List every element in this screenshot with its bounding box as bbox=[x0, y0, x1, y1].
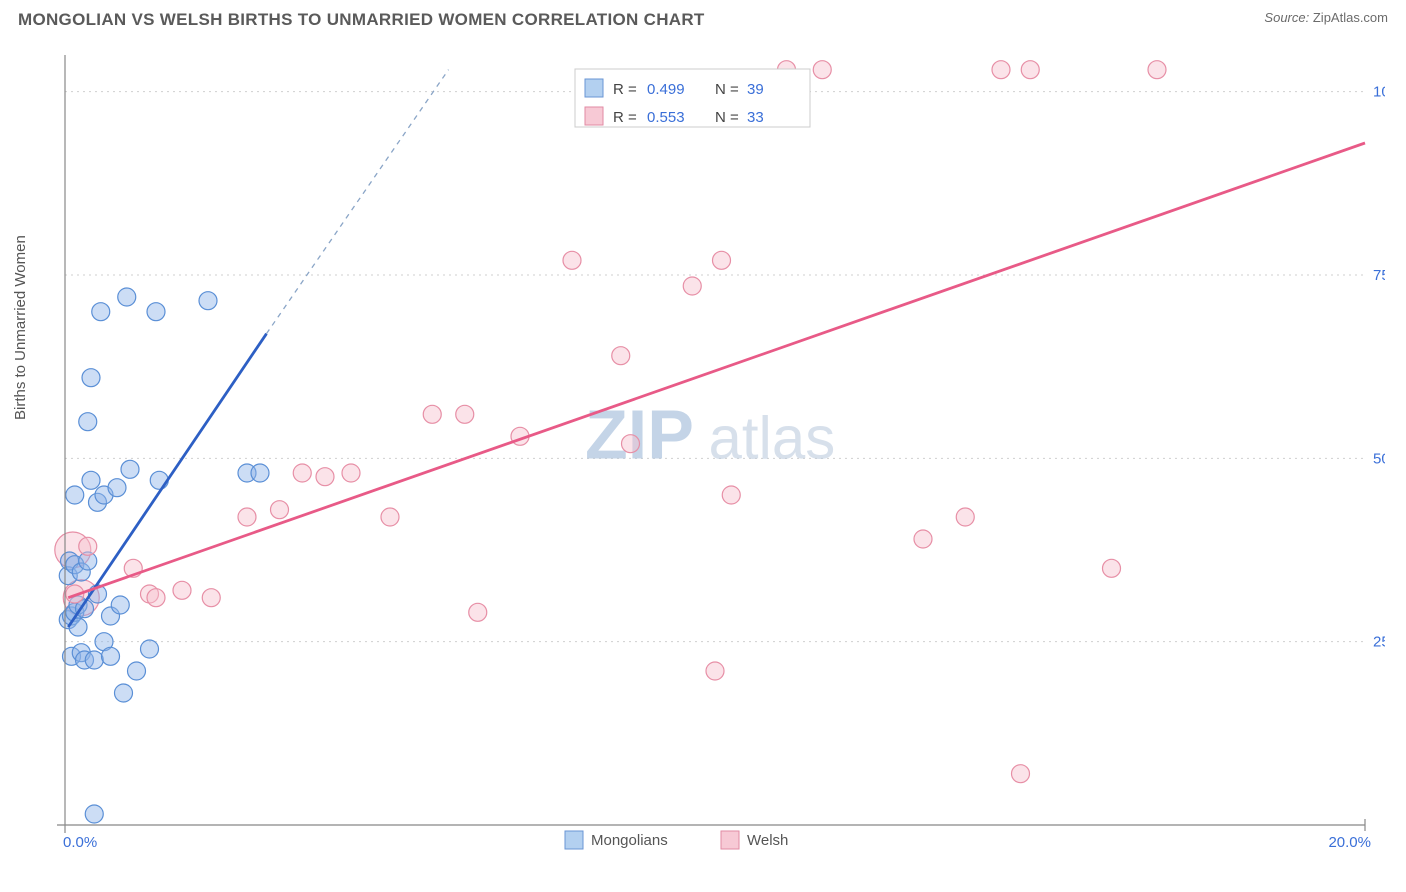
stats-swatch bbox=[585, 107, 603, 125]
stats-n-label: N = bbox=[715, 81, 739, 98]
x-tick-label: 20.0% bbox=[1328, 834, 1371, 851]
data-point-mongolian bbox=[66, 486, 84, 504]
data-point-welsh bbox=[1103, 559, 1121, 577]
source-value: ZipAtlas.com bbox=[1313, 10, 1388, 25]
data-point-welsh bbox=[271, 501, 289, 519]
data-point-welsh bbox=[622, 435, 640, 453]
source-label: Source: bbox=[1264, 10, 1309, 25]
data-point-welsh bbox=[381, 508, 399, 526]
data-point-welsh bbox=[79, 537, 97, 555]
data-point-welsh bbox=[914, 530, 932, 548]
data-point-mongolian bbox=[79, 413, 97, 431]
data-point-mongolian bbox=[115, 684, 133, 702]
data-point-mongolian bbox=[251, 464, 269, 482]
stats-r-label: R = bbox=[613, 109, 637, 126]
legend-swatch bbox=[721, 831, 739, 849]
stats-n-value: 33 bbox=[747, 109, 764, 126]
watermark-atlas: atlas bbox=[709, 404, 836, 471]
data-point-welsh bbox=[202, 589, 220, 607]
scatter-svg: 25.0% 50.0% 75.0% 100.0% ZIPatlas 0.0% 20.0% R … bbox=[45, 45, 1385, 875]
data-point-welsh bbox=[706, 662, 724, 680]
data-point-welsh bbox=[456, 405, 474, 423]
data-point-mongolian bbox=[118, 288, 136, 306]
chart-area: 25.0%50.0%75.0%100.0%ZIPatlas0.0%20.0%R … bbox=[45, 45, 1385, 845]
data-point-mongolian bbox=[111, 596, 129, 614]
stats-r-label: R = bbox=[613, 81, 637, 98]
data-point-mongolian bbox=[121, 460, 139, 478]
data-point-mongolian bbox=[108, 479, 126, 497]
data-point-welsh bbox=[813, 61, 831, 79]
y-tick-label: 50.0% bbox=[1373, 450, 1385, 467]
y-tick-label: 75.0% bbox=[1373, 267, 1385, 284]
data-point-welsh bbox=[147, 589, 165, 607]
source-attribution: Source: ZipAtlas.com bbox=[1264, 10, 1388, 25]
data-point-welsh bbox=[956, 508, 974, 526]
legend-label: Welsh bbox=[747, 832, 788, 849]
data-point-welsh bbox=[713, 251, 731, 269]
data-point-welsh bbox=[992, 61, 1010, 79]
y-axis-label: Births to Unmarried Women bbox=[12, 235, 29, 420]
chart-title: MONGOLIAN VS WELSH BIRTHS TO UNMARRIED W… bbox=[18, 10, 705, 29]
data-point-welsh bbox=[1012, 765, 1030, 783]
data-point-mongolian bbox=[102, 647, 120, 665]
data-point-mongolian bbox=[92, 303, 110, 321]
y-tick-label: 100.0% bbox=[1373, 84, 1385, 101]
data-point-mongolian bbox=[199, 292, 217, 310]
stats-box bbox=[575, 69, 810, 127]
data-point-welsh bbox=[563, 251, 581, 269]
data-point-welsh bbox=[293, 464, 311, 482]
data-point-mongolian bbox=[147, 303, 165, 321]
data-point-mongolian bbox=[141, 640, 159, 658]
stats-n-label: N = bbox=[715, 109, 739, 126]
stats-swatch bbox=[585, 79, 603, 97]
data-point-welsh bbox=[469, 603, 487, 621]
data-point-welsh bbox=[722, 486, 740, 504]
regression-welsh bbox=[68, 143, 1365, 598]
stats-r-value: 0.499 bbox=[647, 81, 685, 98]
data-point-welsh bbox=[612, 347, 630, 365]
stats-r-value: 0.553 bbox=[647, 109, 685, 126]
data-point-welsh bbox=[683, 277, 701, 295]
y-tick-label: 25.0% bbox=[1373, 634, 1385, 651]
data-point-mongolian bbox=[82, 471, 100, 489]
data-point-welsh bbox=[238, 508, 256, 526]
data-point-mongolian bbox=[150, 471, 168, 489]
data-point-welsh bbox=[1021, 61, 1039, 79]
watermark-zip: ZIP bbox=[585, 395, 694, 473]
data-point-mongolian bbox=[82, 369, 100, 387]
data-point-welsh bbox=[342, 464, 360, 482]
x-tick-label: 0.0% bbox=[63, 834, 97, 851]
legend-label: Mongolians bbox=[591, 832, 668, 849]
data-point-mongolian bbox=[85, 805, 103, 823]
data-point-welsh bbox=[316, 468, 334, 486]
legend-swatch bbox=[565, 831, 583, 849]
data-point-welsh bbox=[423, 405, 441, 423]
regression-mongolian-extrapolated bbox=[267, 70, 449, 334]
stats-n-value: 39 bbox=[747, 81, 764, 98]
data-point-mongolian bbox=[85, 651, 103, 669]
data-point-welsh bbox=[173, 581, 191, 599]
data-point-welsh bbox=[1148, 61, 1166, 79]
data-point-mongolian bbox=[128, 662, 146, 680]
